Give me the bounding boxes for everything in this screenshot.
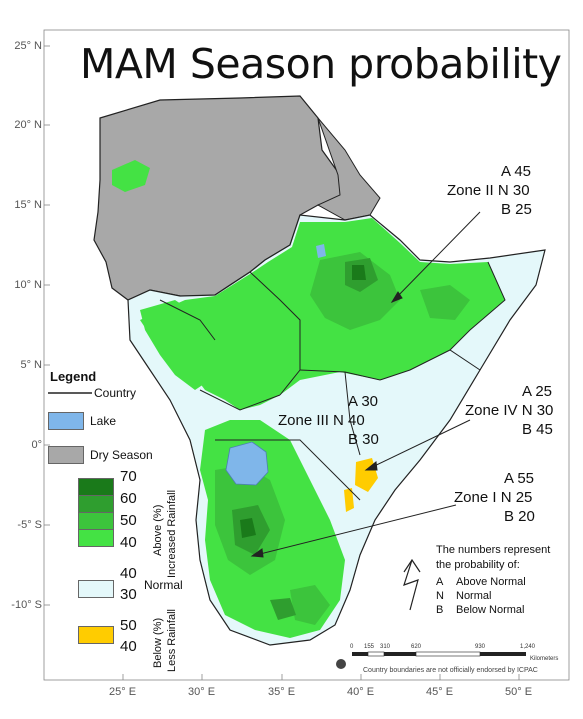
legend-above-60: 60 xyxy=(120,490,137,507)
zone-i-a: A 55 xyxy=(504,470,535,487)
lon-label: 40° E xyxy=(347,686,375,698)
icpac-logo-icon xyxy=(336,659,346,669)
scale-tick: 620 xyxy=(411,644,422,650)
scale-unit: Kilometers xyxy=(530,656,559,662)
zone-ii-a: A 45 xyxy=(501,163,532,180)
country-boundaries xyxy=(159,261,506,501)
lon-label: 35° E xyxy=(268,686,296,698)
legend-country: Country xyxy=(94,386,137,400)
zone-iii-n: N 40 xyxy=(333,412,365,429)
legend-below-label-2: Less Rainfall xyxy=(166,609,178,672)
map-title: MAM Season probability xyxy=(80,40,562,88)
scale-tick: 930 xyxy=(475,644,486,650)
note-value-b: Below Normal xyxy=(456,604,525,616)
zone-iv-n: N 30 xyxy=(521,402,554,419)
above-70-swatch xyxy=(78,478,114,496)
above-50-swatch xyxy=(78,512,114,530)
lat-label: -5° S xyxy=(17,519,42,531)
graticule-ticks xyxy=(44,45,520,680)
zone-iv-a: A 25 xyxy=(522,383,553,400)
zone-i-n: N 25 xyxy=(500,489,533,506)
zone-iii-b: B 30 xyxy=(348,431,379,448)
legend-above-50: 50 xyxy=(120,512,137,529)
lon-label: 50° E xyxy=(505,686,533,698)
scale-tick: 310 xyxy=(380,644,391,650)
legend-above-label: Above (%) xyxy=(152,504,164,556)
note-line-1: The numbers represent xyxy=(436,544,551,556)
note-value-n: Normal xyxy=(456,590,492,602)
legend-below-50: 50 xyxy=(120,617,137,634)
lon-label: 30° E xyxy=(188,686,216,698)
scale-tick: 0 xyxy=(350,644,354,650)
lake-victoria xyxy=(225,441,269,486)
normal-swatch xyxy=(78,580,114,598)
above-40-swatch xyxy=(78,529,114,547)
zone-i-name: Zone I xyxy=(454,489,497,506)
legend-above-label-2: Increased Rainfall xyxy=(166,489,178,578)
zone-iii-name: Zone III xyxy=(278,412,329,429)
legend-title: Legend xyxy=(50,369,97,384)
zone-ii-b: B 25 xyxy=(501,201,532,218)
note-key-a: A xyxy=(436,576,444,588)
note-key-b: B xyxy=(436,604,444,616)
lake-small xyxy=(316,244,326,258)
zone-iii-annotation: A 30 Zone III N 40 B 30 xyxy=(278,392,379,449)
lat-label: 15° N xyxy=(14,199,42,211)
legend-above-70: 70 xyxy=(120,468,137,485)
legend-above-40: 40 xyxy=(120,534,137,551)
lat-label: 20° N xyxy=(14,119,42,131)
legend-below-label: Below (%) xyxy=(152,617,164,668)
lake-swatch xyxy=(48,412,84,430)
lon-label: 25° E xyxy=(109,686,137,698)
zone-iv-name: Zone IV xyxy=(465,402,518,419)
legend-dry-season: Dry Season xyxy=(90,448,153,462)
legend-normal: Normal xyxy=(144,578,183,592)
zone-iv-b: B 45 xyxy=(522,421,553,438)
lat-label: -10° S xyxy=(11,599,42,611)
lat-label: 0° xyxy=(31,439,42,451)
map-frame xyxy=(43,29,570,681)
scale-tick: 155 xyxy=(364,644,375,650)
zone-ii-n: N 30 xyxy=(497,182,530,199)
zone-i-annotation: A 55 Zone I N 25 B 20 xyxy=(454,469,535,526)
legend-normal-40: 40 xyxy=(120,565,137,582)
endorsement-note: Country boundaries are not officially en… xyxy=(363,667,538,674)
scale-tick: 1,240 xyxy=(520,644,536,650)
note-value-a: Above Normal xyxy=(456,576,526,588)
legend-normal-30: 30 xyxy=(120,586,137,603)
zone-iii-a: A 30 xyxy=(348,393,379,410)
north-arrow-icon xyxy=(403,558,421,611)
zone-i-b: B 20 xyxy=(504,508,535,525)
below-normal-region-2 xyxy=(344,488,354,512)
probability-note: The numbers represent the probability of… xyxy=(436,543,550,573)
above-70-patches xyxy=(240,265,366,538)
legend-below-40: 40 xyxy=(120,638,137,655)
note-key-n: N xyxy=(436,590,444,602)
lat-label: 10° N xyxy=(14,279,42,291)
below-swatch xyxy=(78,626,114,644)
above-60-swatch xyxy=(78,495,114,513)
note-line-2: the probability of: xyxy=(436,559,520,571)
lon-label: 45° E xyxy=(426,686,454,698)
zone-ii-name: Zone II xyxy=(447,182,494,199)
above-40-region-west xyxy=(140,300,220,390)
zone-ii-annotation: A 45 Zone II N 30 B 25 xyxy=(447,162,532,219)
scale-bar xyxy=(352,651,526,657)
zone-iv-annotation: A 25 Zone IV N 30 B 45 xyxy=(465,382,553,439)
legend-lake: Lake xyxy=(90,414,117,428)
dry-season-swatch xyxy=(48,446,84,464)
above-40-sudan-spot xyxy=(112,160,150,192)
zone-pointers xyxy=(250,211,481,558)
country-line-swatch xyxy=(48,392,92,394)
lat-label: 5° N xyxy=(20,359,42,371)
lat-label: 25° N xyxy=(14,40,42,52)
